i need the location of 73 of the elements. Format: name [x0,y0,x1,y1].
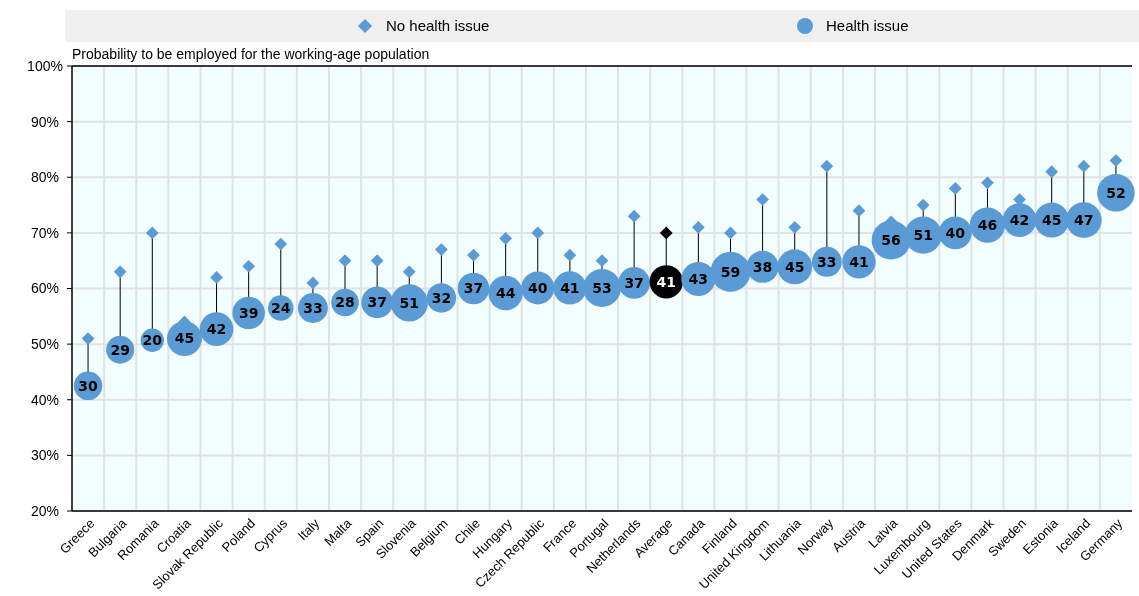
point [852,204,866,217]
data-label: 37 [367,294,387,311]
y-tick-label: 100% [27,57,63,74]
point [242,259,256,273]
data-label: 41 [560,279,580,296]
data-label: 37 [463,280,484,297]
y-tick-label: 20% [30,502,60,519]
data-label: 46 [977,216,998,233]
point [1077,159,1091,173]
data-label: 42 [1009,211,1030,228]
data-label: 32 [431,289,452,306]
point [499,232,512,245]
legend-label: No health issue [386,17,490,35]
y-tick-label: 70% [30,224,60,241]
data-label: 24 [271,299,291,316]
point [306,276,320,290]
point [402,265,416,279]
point [981,176,994,190]
data-label: 41 [849,253,869,270]
data-label: 42 [206,321,227,338]
point [531,226,545,240]
point [370,254,384,268]
data-label: 51 [399,294,420,311]
point [756,193,769,206]
point [820,159,834,173]
data-label: 38 [752,258,773,275]
data-label: 45 [174,330,195,347]
point [274,237,288,251]
x-tick-label: Italy [294,515,323,544]
y-tick-label: 30% [30,447,60,464]
data-label: 59 [720,263,741,280]
data-label: 51 [913,227,933,243]
point [113,265,127,279]
data-label: 33 [817,253,837,270]
data-label: 33 [303,299,323,316]
data-label: 29 [110,341,130,358]
point [788,220,802,234]
data-label: 40 [528,279,548,296]
y-tick-label: 90% [30,113,60,130]
data-label: 40 [945,224,966,241]
y-axis-title: Probability to be employed for the working-age population [72,46,430,62]
data-label: 28 [335,294,355,311]
data-label: 47 [1074,211,1094,228]
point [1045,165,1059,179]
y-tick-label: 60% [30,280,60,297]
data-label: 37 [624,274,644,291]
y-tick-label: 40% [30,391,60,408]
point [210,271,223,284]
point [724,226,737,240]
data-label: 20 [142,332,163,349]
data-label: 45 [1041,211,1062,228]
data-label: 30 [78,377,99,394]
data-label: 45 [784,258,805,275]
point [338,254,352,268]
point [627,209,641,223]
point [692,220,705,234]
legend-label: Health issue [826,17,909,35]
point [948,182,962,195]
data-label: 53 [592,279,612,296]
y-tick-label: 50% [30,336,60,353]
data-label: 41 [656,273,676,290]
point [145,226,159,240]
data-label: 52 [1106,184,1126,201]
data-label: 43 [688,270,709,287]
data-label: 56 [881,232,901,249]
point [435,243,448,256]
point [595,254,609,268]
point [916,198,930,212]
data-label: 39 [238,304,259,321]
data-label: 44 [495,284,516,301]
y-tick-label: 80% [30,169,60,186]
point [563,248,577,262]
point [659,226,673,240]
